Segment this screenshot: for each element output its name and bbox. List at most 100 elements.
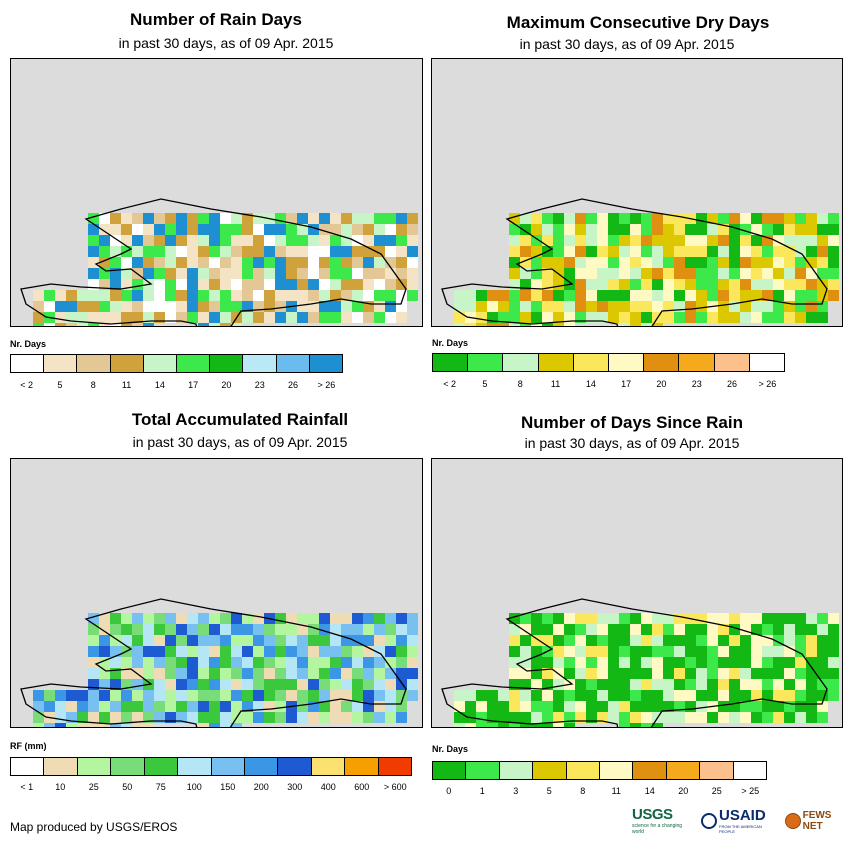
grid-cell — [542, 690, 553, 701]
grid-cell — [99, 668, 110, 679]
grid-cell — [520, 301, 531, 312]
grid-cell — [553, 301, 564, 312]
grid-cell — [264, 712, 275, 723]
grid-cell — [363, 701, 374, 712]
grid-cell — [597, 701, 608, 712]
legend-swatch — [243, 355, 277, 372]
grid-cell — [396, 646, 407, 657]
grid-cell — [806, 668, 817, 679]
grid-cell — [143, 646, 154, 657]
grid-cell — [209, 701, 220, 712]
usgs-logo: USGS science for a changing world — [632, 806, 683, 835]
grid-cell — [586, 613, 597, 624]
grid-cell — [663, 646, 674, 657]
grid-cell — [828, 246, 839, 257]
grid-cell — [231, 613, 242, 624]
grid-cell — [77, 323, 88, 326]
legend-tick-label: 600 — [354, 782, 370, 792]
grid-cell — [784, 635, 795, 646]
grid-cell — [531, 712, 542, 723]
grid-cell — [396, 257, 407, 268]
legend-tick-label: 8 — [90, 380, 96, 390]
grid-cell — [652, 690, 663, 701]
grid-cell — [55, 323, 66, 326]
grid-cell — [509, 635, 520, 646]
grid-cell — [165, 257, 176, 268]
grid-cell — [773, 312, 784, 323]
legend-tick-label: 20 — [656, 379, 667, 389]
grid-cell — [630, 301, 641, 312]
grid-cell — [685, 246, 696, 257]
grid-cell — [553, 723, 564, 727]
grid-cell — [352, 690, 363, 701]
grid-cell — [220, 246, 231, 257]
grid-cell — [132, 712, 143, 723]
grid-cell — [729, 613, 740, 624]
grid-cell — [806, 235, 817, 246]
grid-cell — [88, 657, 99, 668]
grid-cell — [121, 312, 132, 323]
grid-cell — [121, 290, 132, 301]
grid-cell — [542, 635, 553, 646]
grid-cell — [330, 235, 341, 246]
grid-cell — [132, 323, 143, 326]
grid-cell — [520, 624, 531, 635]
grid-cell — [121, 323, 132, 326]
grid-cell — [630, 312, 641, 323]
grid-cell — [663, 613, 674, 624]
grid-cell — [542, 323, 553, 326]
grid-cell — [707, 679, 718, 690]
grid-cell — [674, 701, 685, 712]
grid-cell — [363, 679, 374, 690]
grid-cell — [707, 213, 718, 224]
grid-cell — [352, 668, 363, 679]
grid-cell — [374, 235, 385, 246]
grid-cell — [341, 668, 352, 679]
grid-cell — [608, 279, 619, 290]
grid-cell — [330, 624, 341, 635]
grid-cell — [209, 668, 220, 679]
legend-swatch — [11, 355, 45, 372]
grid-cell — [520, 635, 531, 646]
grid-cell — [132, 301, 143, 312]
grid-cell — [509, 213, 520, 224]
grid-cell — [275, 646, 286, 657]
grid-cell — [806, 224, 817, 235]
grid-cell — [132, 690, 143, 701]
grid-cell — [132, 312, 143, 323]
grid-cell — [132, 224, 143, 235]
grid-cell — [784, 235, 795, 246]
grid-cell — [396, 701, 407, 712]
grid-cell — [44, 690, 55, 701]
grid-cell — [762, 246, 773, 257]
grid-cell — [396, 213, 407, 224]
grid-cell — [564, 301, 575, 312]
grid-cell — [729, 690, 740, 701]
grid-cell — [132, 679, 143, 690]
grid-cell — [176, 257, 187, 268]
grid-cell — [828, 657, 839, 668]
legend-tick-label: 23 — [254, 380, 265, 390]
grid-cell — [253, 646, 264, 657]
grid-cell — [685, 268, 696, 279]
grid-cell — [66, 712, 77, 723]
grid-cell — [817, 257, 828, 268]
grid-cell — [88, 679, 99, 690]
grid-cell — [143, 668, 154, 679]
grid-cell — [209, 235, 220, 246]
grid-cell — [99, 246, 110, 257]
grid-cell — [696, 257, 707, 268]
grid-cell — [363, 235, 374, 246]
grid-cell — [773, 268, 784, 279]
grid-cell — [685, 712, 696, 723]
grid-cell — [77, 690, 88, 701]
grid-cell — [242, 668, 253, 679]
grid-cell — [575, 679, 586, 690]
grid-cell — [143, 323, 154, 326]
grid-cell — [564, 235, 575, 246]
grid-cell — [385, 712, 396, 723]
legend-tick-label: 75 — [155, 782, 166, 792]
grid-cell — [352, 646, 363, 657]
grid-cell — [531, 235, 542, 246]
grid-cell — [374, 213, 385, 224]
